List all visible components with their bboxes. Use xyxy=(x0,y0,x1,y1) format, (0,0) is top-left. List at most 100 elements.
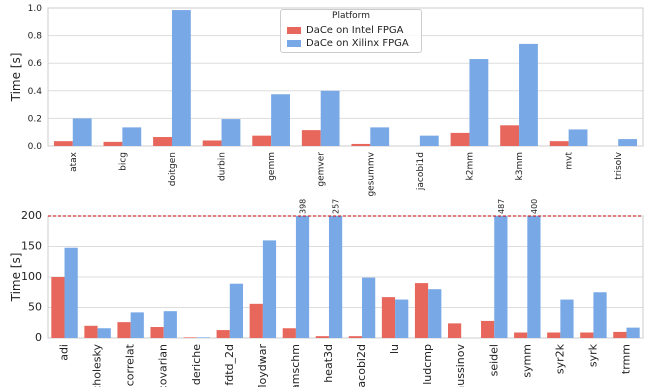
bar-floydwar-xilinx xyxy=(262,240,277,338)
y-tick-label: 0.8 xyxy=(28,32,43,42)
x-tick-label-seidel: seidel xyxy=(487,344,500,376)
bar-covarian-xilinx xyxy=(163,311,177,338)
x-tick-label-gemver: gemver xyxy=(317,152,327,187)
bar-k2mm-xilinx xyxy=(469,59,489,147)
chart-top: 0.0 0.2 0.4 0.6 0.8 1.0 Time [s] atax bicg doitge… xyxy=(9,4,644,197)
x-tick-label-trisolv: trisolv xyxy=(614,151,624,179)
x-tick-label-ramschm: ramschm xyxy=(289,344,302,387)
x-tick-label-symm: symm xyxy=(520,344,533,378)
clipped-value-label: 398 xyxy=(299,199,308,214)
y-tick-label: 150 xyxy=(21,240,42,253)
bar-syr2k-xilinx xyxy=(560,299,574,338)
bar-trmm-intel xyxy=(613,331,627,338)
bar-atax-xilinx xyxy=(72,118,92,146)
bar-gemm-intel xyxy=(252,135,272,146)
x-tick-label-correlat: correlat xyxy=(124,343,137,386)
legend-title: Platform xyxy=(332,11,370,21)
bar-floydwar-intel xyxy=(249,303,263,338)
bar-fdtd-2d-intel xyxy=(216,330,230,338)
x-tick-label-jacobi1d: jacobi1d xyxy=(416,152,426,191)
bar-covarian-intel xyxy=(150,327,164,338)
bar-seidel-intel xyxy=(481,320,495,338)
bar-trmm-xilinx xyxy=(626,327,640,338)
bar-gemm-xilinx xyxy=(271,94,290,146)
y-axis-label: Time [s] xyxy=(9,53,23,103)
bar-adi-intel xyxy=(51,277,65,338)
x-tick-label-cholesky: cholesky xyxy=(91,344,104,387)
x-tick-label-gesummv: gesummv xyxy=(366,151,376,196)
x-tick-label-fdtd-2d: fdtd_2d xyxy=(223,344,236,386)
bar-durbin-intel xyxy=(202,140,222,146)
bar-mvt-xilinx xyxy=(568,129,588,146)
bar-ludcmp-intel xyxy=(414,283,429,338)
bar-correlat-intel xyxy=(117,322,131,338)
clipped-value-label: 487 xyxy=(497,199,506,214)
bar-ramschm-xilinx xyxy=(295,216,310,338)
legend-label-intel: DaCe on Intel FPGA xyxy=(306,24,404,36)
bar-symm-xilinx xyxy=(527,216,541,338)
bar-ramschm-intel xyxy=(282,328,296,338)
bar-k3mm-xilinx xyxy=(519,43,538,146)
x-tick-label-k3mm: k3mm xyxy=(515,152,525,180)
bar-syr2k-intel xyxy=(547,332,561,338)
bar-deriche-xilinx xyxy=(196,337,210,338)
bar-jacobi2d-intel xyxy=(348,336,363,338)
bar-gemver-xilinx xyxy=(320,90,340,146)
legend-label-xilinx: DaCe on Xilinx FPGA xyxy=(306,37,409,49)
legend-item-xilinx: DaCe on Xilinx FPGA xyxy=(287,37,409,49)
bar-syrk-intel xyxy=(580,332,594,338)
bar-lu-intel xyxy=(381,297,396,338)
bar-ludcmp-xilinx xyxy=(428,289,442,338)
y-tick-label: 0.6 xyxy=(28,59,43,69)
bar-cholesky-xilinx xyxy=(97,328,111,338)
x-tick-label-heat3d: heat3d xyxy=(322,344,335,383)
bar-bicg-intel xyxy=(103,141,123,146)
clipped-value-label: 257 xyxy=(332,199,341,214)
y-tick-label: 0 xyxy=(35,331,42,344)
bar-gesummv-intel xyxy=(351,143,371,146)
y-tick-label: 0.2 xyxy=(28,114,42,124)
bar-adi-xilinx xyxy=(64,247,78,338)
x-tick-label-gemm: gemm xyxy=(267,152,277,181)
y-tick-label: 0.4 xyxy=(28,87,43,97)
bar-syrk-xilinx xyxy=(593,292,607,338)
bar-k2mm-intel xyxy=(450,132,470,146)
clipped-value-label: 400 xyxy=(530,199,539,214)
bar-heat3d-intel xyxy=(315,336,329,338)
y-tick-label: 200 xyxy=(21,209,42,222)
x-tick-label-syrk: syrk xyxy=(586,343,599,367)
y-tick-label: 100 xyxy=(21,270,42,283)
bar-jacobi1d-xilinx xyxy=(419,135,439,146)
x-tick-label-bicg: bicg xyxy=(118,152,128,171)
bar-atax-intel xyxy=(53,141,73,146)
plot-frame xyxy=(47,7,644,147)
x-tick-label-ludcmp: ludcmp xyxy=(421,344,434,385)
x-tick-label-adi: adi xyxy=(58,344,71,361)
y-tick-label: 50 xyxy=(28,301,42,314)
x-tick-label-durbin: durbin xyxy=(218,152,228,181)
bar-lu-xilinx xyxy=(395,299,409,338)
x-tick-label-mvt: mvt xyxy=(565,152,575,170)
y-axis-label: Time [s] xyxy=(9,253,23,303)
legend-item-intel: DaCe on Intel FPGA xyxy=(287,24,403,36)
bar-fdtd-2d-xilinx xyxy=(229,283,244,338)
x-tick-label-covarian: covarian xyxy=(157,344,170,387)
bar-deriche-intel xyxy=(183,337,197,338)
bar-seidel-xilinx xyxy=(494,216,508,338)
y-tick-label: 1.0 xyxy=(28,4,43,14)
x-tick-label-trmm: trmm xyxy=(619,344,632,374)
bar-gemver-intel xyxy=(301,130,321,146)
bar-heat3d-xilinx xyxy=(328,216,343,338)
chart-bottom: 0 50 100 150 200 Time [s] adi cholesky correlat c… xyxy=(9,199,644,387)
bar-gesummv-xilinx xyxy=(370,127,390,146)
x-tick-label-floydwar: floydwar xyxy=(256,344,269,387)
x-tick-label-k2mm: k2mm xyxy=(465,152,475,180)
bar-correlat-xilinx xyxy=(130,312,144,338)
bar-doitgen-intel xyxy=(153,137,172,146)
bar-bicg-xilinx xyxy=(122,127,142,146)
x-tick-label-lu: lu xyxy=(388,344,401,354)
bar-cholesky-intel xyxy=(84,325,98,338)
legend-swatch-xilinx xyxy=(287,39,301,47)
y-tick-label: 0.0 xyxy=(28,142,43,152)
